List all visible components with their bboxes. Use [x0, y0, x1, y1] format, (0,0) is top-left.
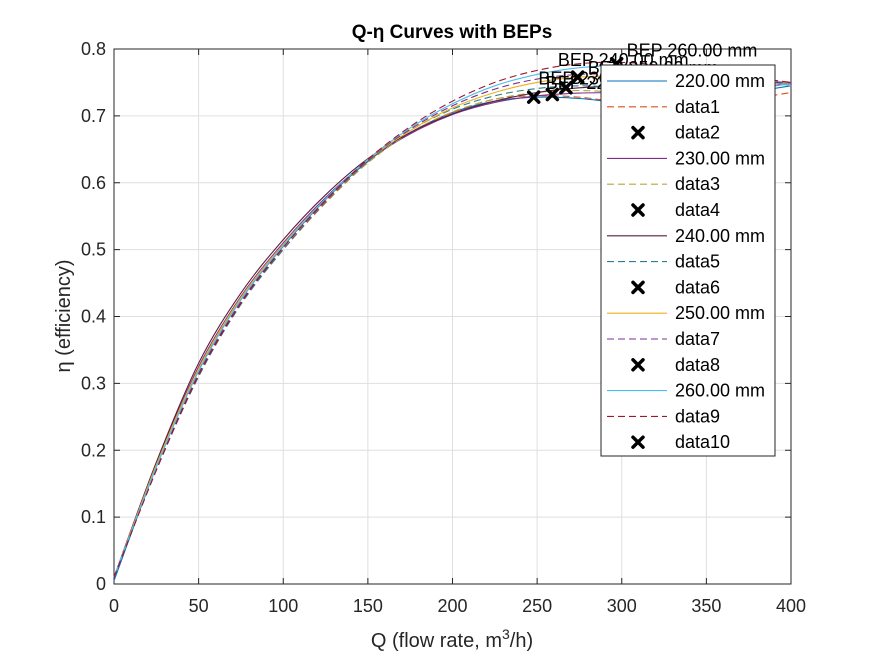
legend-item: 230.00 mm [607, 148, 765, 168]
legend-label: 260.00 mm [675, 381, 765, 401]
legend-label: data3 [675, 174, 720, 194]
legend-swatch [631, 358, 645, 372]
legend-item: data10 [631, 432, 730, 452]
legend-swatch [631, 203, 645, 217]
x-tick-labels: 0 50 100 150 200 250 300 350 400 [109, 596, 806, 616]
legend-items: 220.00 mm data1 data2 230.00 mm data3 data4 24… [607, 71, 765, 452]
legend-label: data8 [675, 355, 720, 375]
x-tick-label: 250 [522, 596, 552, 616]
x-tick-label: 300 [607, 596, 637, 616]
legend-label: data9 [675, 406, 720, 426]
legend-label: data2 [675, 123, 720, 143]
y-tick-label: 0 [96, 574, 106, 594]
x-tick-label: 50 [189, 596, 209, 616]
x-tick-label: 0 [109, 596, 119, 616]
legend-label: data1 [675, 97, 720, 117]
x-axis-label: Q (flow rate, m3/h) [371, 626, 533, 652]
y-tick-label: 0.3 [81, 373, 106, 393]
y-axis-label: η (efficiency) [53, 259, 75, 372]
bep-marker-data2 [526, 90, 541, 104]
legend-item: data3 [607, 174, 720, 194]
legend-item: 220.00 mm [607, 71, 765, 91]
bep-label-data10: BEP 260.00 mm [627, 41, 758, 61]
y-tick-label: 0.7 [81, 106, 106, 126]
y-tick-label: 0.5 [81, 240, 106, 260]
legend-item: data6 [631, 277, 720, 297]
x-tick-label: 150 [353, 596, 383, 616]
legend-label: data10 [675, 432, 730, 452]
legend-item: data1 [607, 97, 720, 117]
bep-marker-data4 [545, 87, 560, 102]
legend-item: data2 [631, 123, 720, 143]
legend: 220.00 mm data1 data2 230.00 mm data3 data4 24… [600, 64, 776, 457]
legend-label: data4 [675, 200, 720, 220]
legend-item: 250.00 mm [607, 303, 765, 323]
legend-label: 220.00 mm [675, 71, 765, 91]
legend-label: 240.00 mm [675, 226, 765, 246]
legend-item: data5 [607, 252, 720, 272]
legend-item: data7 [607, 329, 720, 349]
legend-item: data4 [631, 200, 720, 220]
legend-label: 250.00 mm [675, 303, 765, 323]
y-tick-label: 0.4 [81, 307, 106, 327]
bep-marker-data8 [570, 70, 585, 84]
x-tick-label: 400 [776, 596, 806, 616]
legend-label: data6 [675, 277, 720, 297]
series-line-data3 [113, 83, 792, 578]
legend-item: data8 [631, 355, 720, 375]
x-tick-label: 350 [691, 596, 721, 616]
x-tick-label: 200 [437, 596, 467, 616]
legend-item: 260.00 mm [607, 381, 765, 401]
legend-label: data7 [675, 329, 720, 349]
legend-swatch [631, 435, 645, 449]
legend-swatch [631, 280, 645, 295]
bep-marker-data6 [559, 81, 573, 95]
legend-label: data5 [675, 252, 720, 272]
y-tick-labels: 0 0.1 0.2 0.3 0.4 0.5 0.6 0.7 0.8 [81, 39, 106, 594]
y-tick-label: 0.8 [81, 39, 106, 59]
y-tick-label: 0.1 [81, 507, 106, 527]
axes [113, 48, 792, 585]
y-tick-label: 0.2 [81, 440, 106, 460]
legend-label: 230.00 mm [675, 148, 765, 168]
legend-item: 240.00 mm [607, 226, 765, 246]
y-tick-label: 0.6 [81, 173, 106, 193]
axes-box [113, 48, 792, 585]
legend-item: data9 [607, 406, 720, 426]
x-tick-label: 100 [268, 596, 298, 616]
legend-swatch [631, 125, 645, 140]
chart-title: Q-η Curves with BEPs [352, 22, 553, 43]
